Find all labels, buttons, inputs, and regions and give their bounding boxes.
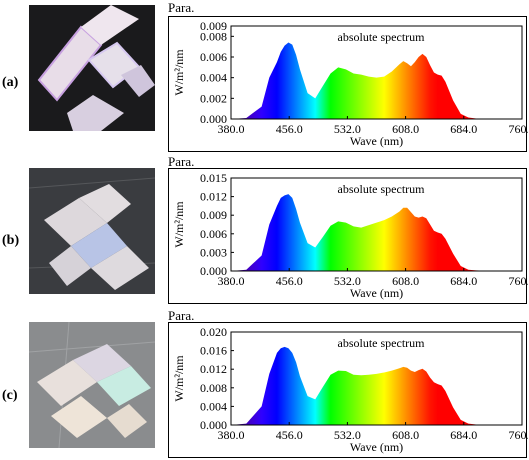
y-tick-label: 0.002: [200, 91, 227, 105]
x-tick-label: 684.0: [450, 122, 477, 136]
x-tick-label: 608.0: [392, 428, 419, 442]
y-tick-label: 0.008: [200, 29, 227, 43]
y-tick-label: 0.020: [200, 325, 227, 339]
y-tick-label: 0.000: [200, 264, 227, 278]
plot-frame: [230, 25, 523, 120]
plot-frame: [230, 177, 523, 272]
spectrum-chart-b: 380.0 456.0 532.0 608.0 684.0 760.0 0.000 0.003…: [168, 168, 529, 304]
para-label-b: Para.: [168, 154, 195, 169]
x-axis-label: Wave (nm): [350, 134, 403, 148]
x-tick-label: 608.0: [392, 122, 419, 136]
y-tick-label: 0.012: [200, 190, 227, 204]
y-tick-label: 0.015: [200, 171, 227, 185]
y-axis-label: W/m²/nm: [172, 355, 186, 402]
x-tick-label: 532.0: [334, 274, 361, 288]
row-label-b: (b): [2, 233, 20, 248]
x-axis-label: Wave (nm): [350, 440, 403, 454]
chart-title: absolute spectrum: [338, 30, 426, 44]
x-tick-label: 760.0: [509, 122, 529, 136]
y-tick-label: 0.008: [200, 381, 227, 395]
row-label-a: (a): [2, 75, 19, 90]
x-tick-label: 380.0: [218, 274, 245, 288]
x-tick-label: 760.0: [509, 274, 529, 288]
y-tick-label: 0.000: [200, 112, 227, 126]
y-tick-label: 0.000: [200, 418, 227, 432]
y-tick-label: 0.009: [200, 19, 227, 33]
x-tick-label: 456.0: [276, 122, 303, 136]
y-tick-label: 0.006: [200, 227, 227, 241]
y-tick-label: 0.006: [200, 50, 227, 64]
ceiling-panel-photo-a: [29, 5, 155, 131]
x-tick-label: 760.0: [509, 428, 529, 442]
x-tick-label: 684.0: [450, 428, 477, 442]
row-label-c: (c): [2, 388, 18, 403]
x-tick-label: 456.0: [276, 274, 303, 288]
y-axis-label: W/m²/nm: [172, 201, 186, 248]
spectrum-area-series: [231, 346, 522, 425]
y-tick-label: 0.004: [200, 399, 227, 413]
x-tick-label: 608.0: [392, 274, 419, 288]
spectrum-svg-a: 380.0 456.0 532.0 608.0 684.0 760.0 0.000 0.002…: [172, 19, 529, 148]
x-tick-label: 456.0: [276, 428, 303, 442]
x-axis-label: Wave (nm): [350, 286, 403, 300]
ceiling-panel-photo-c: [28, 321, 156, 449]
y-tick-label: 0.003: [200, 245, 227, 259]
y-tick-label: 0.004: [200, 71, 227, 85]
x-tick-label: 684.0: [450, 274, 477, 288]
x-tick-label: 380.0: [218, 428, 245, 442]
x-tick-label: 532.0: [334, 428, 361, 442]
spectrum-area-series: [231, 194, 522, 271]
chart-title: absolute spectrum: [338, 182, 426, 196]
spectrum-svg-c: 380.0 456.0 532.0 608.0 684.0 760.0 0.000 0.004…: [172, 325, 529, 454]
chart-title: absolute spectrum: [338, 336, 426, 350]
para-label-c: Para.: [168, 308, 195, 323]
x-tick-label: 532.0: [334, 122, 361, 136]
spectrum-chart-a: 380.0 456.0 532.0 608.0 684.0 760.0 0.000 0.002…: [168, 16, 529, 152]
y-tick-label: 0.012: [200, 362, 227, 376]
y-tick-label: 0.016: [200, 344, 227, 358]
ceiling-panel-photo-b: [28, 168, 156, 294]
spectrum-area-series: [231, 42, 522, 119]
plot-frame: [230, 331, 523, 426]
y-tick-label: 0.009: [200, 208, 227, 222]
x-tick-label: 380.0: [218, 122, 245, 136]
para-label-a: Para.: [168, 0, 195, 15]
y-axis-label: W/m²/nm: [172, 49, 186, 96]
spectrum-chart-c: 380.0 456.0 532.0 608.0 684.0 760.0 0.000 0.004…: [168, 322, 529, 458]
spectrum-svg-b: 380.0 456.0 532.0 608.0 684.0 760.0 0.000 0.003…: [172, 171, 529, 300]
